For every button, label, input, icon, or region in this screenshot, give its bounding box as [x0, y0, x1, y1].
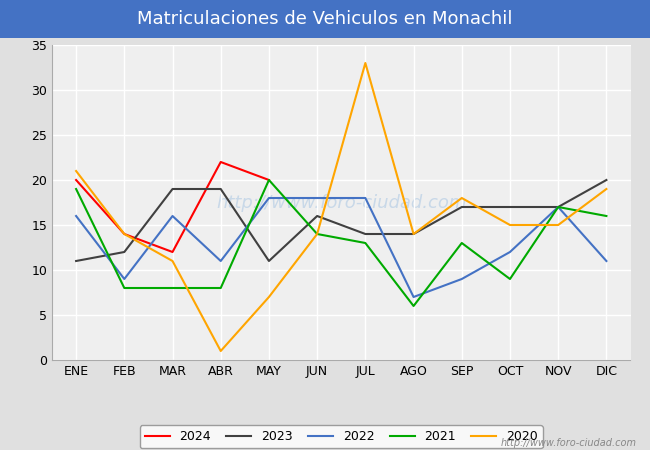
Legend: 2024, 2023, 2022, 2021, 2020: 2024, 2023, 2022, 2021, 2020: [140, 425, 543, 448]
Text: http://www.foro-ciudad.com: http://www.foro-ciudad.com: [216, 194, 467, 212]
Text: http://www.foro-ciudad.com: http://www.foro-ciudad.com: [501, 438, 637, 448]
Text: Matriculaciones de Vehiculos en Monachil: Matriculaciones de Vehiculos en Monachil: [137, 10, 513, 28]
